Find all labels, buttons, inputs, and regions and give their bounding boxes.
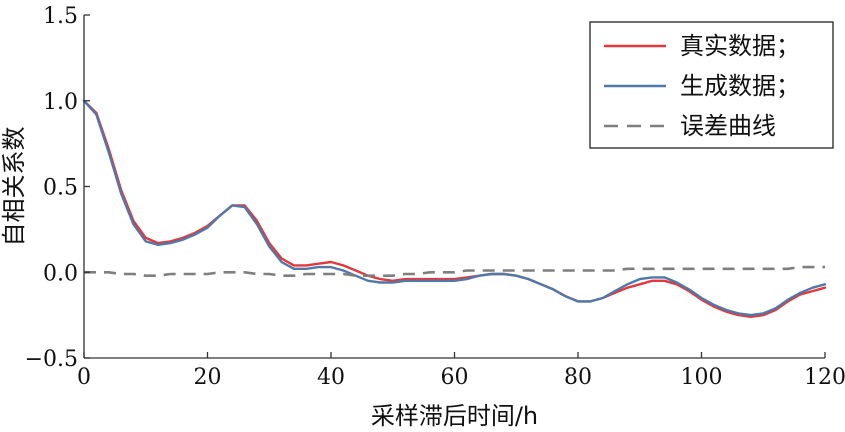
y-tick-label: 1.0 (43, 90, 78, 115)
plot-lines (82, 99, 827, 318)
legend-label-1: 真实数据； (680, 32, 800, 60)
legend: 真实数据； 生成数据； 误差曲线 (589, 21, 834, 149)
series-line-1 (82, 99, 827, 318)
y-tick-label: 1.5 (43, 4, 78, 29)
x-tick-label: 20 (194, 365, 222, 390)
x-tick-label: 100 (681, 365, 723, 390)
x-tick-label: 40 (317, 365, 345, 390)
y-tick-label: −0.5 (25, 347, 78, 372)
y-ticks: −0.5 0.0 0.5 1.0 1.5 (25, 4, 90, 372)
x-tick-label: 120 (804, 365, 845, 390)
legend-label-2: 生成数据； (680, 72, 800, 100)
y-tick-label: 0.0 (43, 261, 78, 286)
y-tick-label: 0.5 (43, 176, 78, 201)
x-tick-label: 80 (564, 365, 592, 390)
series-line-3 (84, 265, 825, 278)
x-axis-title: 采样滞后时间/h (371, 402, 538, 430)
x-tick-label: 0 (77, 365, 91, 390)
legend-label-3: 误差曲线 (680, 112, 776, 140)
y-axis-title: 自相关系数 (0, 127, 28, 247)
x-tick-label: 60 (441, 365, 469, 390)
series-line-2 (82, 99, 827, 317)
x-ticks: 0 20 40 60 80 100 120 (77, 352, 845, 390)
